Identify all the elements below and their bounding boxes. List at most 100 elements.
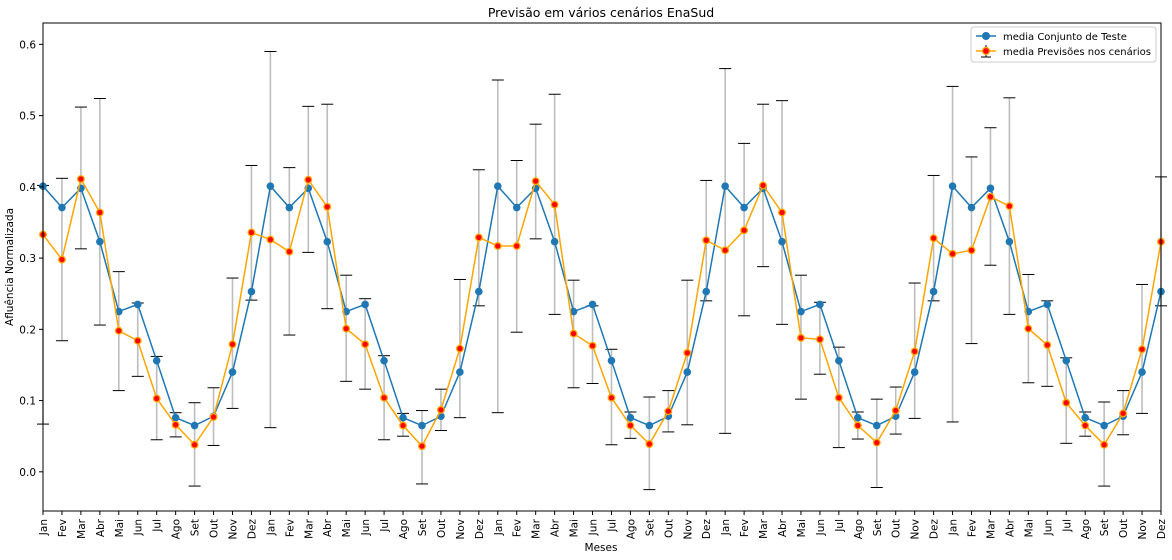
- x-tick-label: Jun: [1042, 519, 1054, 536]
- test-set-point: [872, 421, 881, 430]
- test-set-point: [361, 300, 369, 309]
- test-set-point: [816, 300, 824, 309]
- y-tick-label: 0.4: [19, 182, 36, 194]
- x-tick-label: Abr: [550, 518, 562, 537]
- forecast-point: [304, 175, 313, 184]
- y-axis: 0.0 0.1 0.2 0.3 0.4 0.5 0.6: [19, 39, 43, 479]
- x-tick-label: Jun: [360, 519, 372, 536]
- x-tick-label: Mar: [531, 518, 543, 538]
- test-set-point: [1062, 356, 1071, 365]
- x-tick-label: Jan: [720, 519, 732, 536]
- test-set-point: [247, 287, 256, 296]
- x-tick-label: Fev: [512, 519, 524, 537]
- test-set-point: [114, 307, 123, 316]
- x-tick-label: Dez: [246, 519, 258, 540]
- x-tick-label: Fev: [967, 519, 979, 537]
- x-tick-label: Jan: [38, 519, 50, 536]
- x-tick-label: Jul: [606, 519, 618, 533]
- test-set-point: [475, 287, 483, 296]
- test-set-point: [702, 287, 711, 296]
- test-set-point: [854, 413, 862, 422]
- forecast-point: [1043, 341, 1052, 349]
- forecast-point: [95, 208, 104, 217]
- forecast-point: [910, 347, 919, 356]
- legend-box: [970, 26, 1157, 63]
- test-set-point: [797, 307, 805, 316]
- legend-label-forecast: media Previsões nos cenários: [1003, 46, 1151, 58]
- x-tick-label: Mai: [341, 519, 353, 537]
- forecast-point: [986, 192, 995, 201]
- x-tick-label: Abr: [322, 518, 334, 537]
- x-tick-label: Jul: [1061, 519, 1073, 533]
- forecast-point: [474, 233, 483, 242]
- y-tick-label: 0.5: [19, 111, 36, 123]
- forecast-point: [399, 421, 407, 430]
- forecast-point: [1119, 409, 1128, 418]
- test-set-point: [133, 300, 142, 309]
- x-tick-label: Mar: [76, 518, 88, 538]
- forecast-point: [361, 340, 370, 349]
- x-tick-label: Out: [1118, 519, 1130, 538]
- test-set-point: [1100, 421, 1108, 430]
- forecast-point: [171, 420, 180, 429]
- test-set-point: [228, 368, 237, 376]
- forecast-point: [380, 393, 389, 402]
- forecast-point: [664, 407, 673, 416]
- test-set-point: [683, 368, 692, 376]
- test-set-point: [721, 182, 729, 190]
- forecast-point: [778, 208, 786, 217]
- test-set-point: [266, 182, 275, 190]
- forecast-point: [418, 442, 426, 451]
- x-tick-label: Fev: [57, 519, 69, 537]
- forecast-point: [721, 246, 730, 255]
- forecast-point: [645, 440, 654, 448]
- test-set-point: [323, 237, 332, 246]
- x-tick-label: Nov: [910, 519, 922, 540]
- forecast-point: [190, 440, 199, 449]
- x-tick-label: Mar: [985, 518, 997, 538]
- forecast-point: [57, 255, 66, 264]
- test-set-point: [171, 413, 180, 422]
- test-set-point: [1043, 300, 1052, 309]
- y-tick-label: 0.2: [19, 324, 36, 336]
- x-tick-label: Out: [663, 519, 675, 538]
- forecast-point: [1138, 345, 1147, 354]
- x-tick-label: Dez: [701, 519, 713, 540]
- y-tick-label: 0.0: [19, 467, 36, 479]
- x-tick-label: Jan: [265, 519, 277, 536]
- forecast-point: [1062, 398, 1071, 407]
- test-set-point: [96, 237, 104, 246]
- x-tick-label: Mar: [303, 518, 315, 538]
- x-tick-label: Jan: [948, 519, 960, 536]
- x-tick-label: Mar: [758, 518, 770, 538]
- test-set-point: [285, 203, 294, 212]
- forecast-point: [759, 181, 768, 190]
- test-set-point: [152, 356, 161, 365]
- forecast-point: [436, 405, 445, 414]
- legend-marker-test-set: [982, 32, 990, 40]
- forecast-point: [569, 329, 578, 338]
- forecast-point: [152, 394, 161, 403]
- test-set-point: [399, 413, 407, 422]
- forecast-point: [588, 341, 597, 350]
- x-tick-label: Set: [190, 519, 202, 536]
- x-axis: Jan Fev Mar Abr Mai Jun Jul Ago Set Out Nov Dez Jan F…: [38, 511, 1168, 540]
- x-tick-label: Ago: [171, 519, 183, 539]
- forecast-point: [531, 177, 540, 186]
- forecast-point: [76, 175, 85, 183]
- test-set-point: [58, 203, 66, 212]
- forecast-point: [853, 421, 862, 430]
- x-tick-label: Set: [644, 519, 656, 536]
- x-tick-label: Jun: [588, 519, 600, 536]
- plot-frame: [42, 22, 1162, 512]
- y-tick-label: 0.6: [19, 39, 36, 51]
- forecast-point: [266, 235, 275, 244]
- forecast-point: [702, 236, 711, 245]
- x-tick-label: Fev: [739, 519, 751, 537]
- x-tick-label: Dez: [929, 519, 941, 540]
- x-axis-label: Meses: [585, 542, 618, 554]
- forecast-point: [891, 406, 900, 415]
- x-tick-label: Nov: [1137, 519, 1149, 540]
- test-set-point: [418, 421, 426, 430]
- x-tick-label: Out: [891, 519, 903, 538]
